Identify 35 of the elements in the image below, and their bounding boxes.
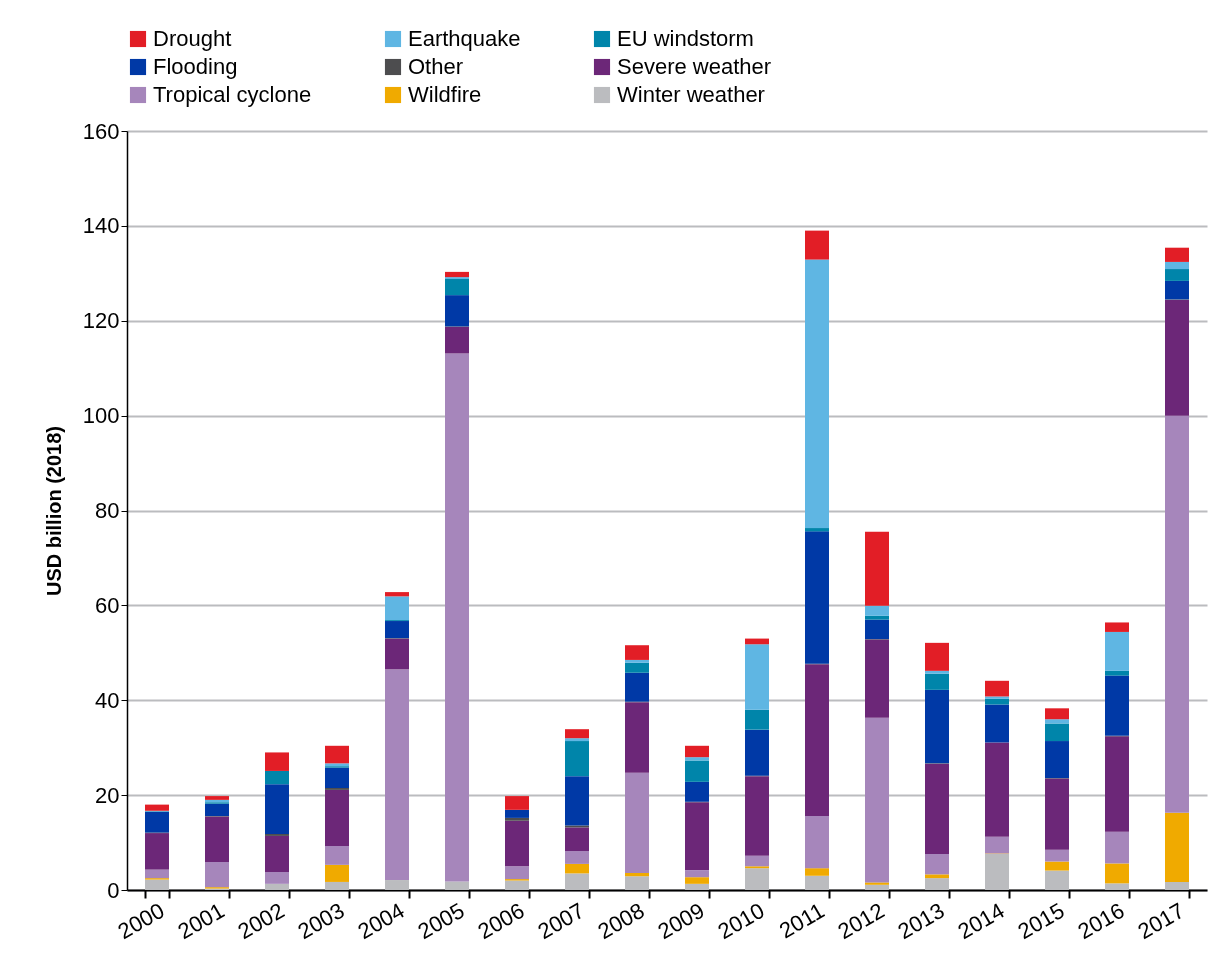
legend-label: Severe weather [617, 54, 772, 79]
x-tick-label: 2008 [593, 897, 649, 945]
legend-label: Other [408, 54, 464, 79]
x-tick-label: 2017 [1133, 897, 1189, 945]
y-tick-label: 140 [82, 213, 120, 239]
y-tick-label: 40 [95, 687, 120, 713]
legend-label: Drought [153, 26, 232, 51]
x-tick-label: 2014 [953, 897, 1009, 945]
legend-label: Wildfire [408, 82, 482, 107]
legend-label: Earthquake [408, 26, 521, 51]
legend-label: EU windstorm [617, 26, 754, 51]
legend-label: Flooding [153, 54, 238, 79]
x-tick-label: 2013 [893, 897, 949, 945]
x-tick-label: 2007 [533, 897, 589, 945]
y-axis-title: USD billion (2018) [42, 425, 65, 597]
x-tick-label: 2010 [713, 897, 769, 945]
x-tick-label: 2016 [1073, 897, 1129, 945]
x-tick-label: 2006 [473, 897, 529, 945]
y-tick-label: 60 [95, 592, 120, 618]
x-tick-label: 2012 [833, 897, 889, 945]
y-tick-label: 160 [82, 118, 120, 144]
y-tick-label: 80 [95, 498, 120, 523]
legend-label: Tropical cyclone [153, 82, 312, 107]
x-tick-label: 2002 [233, 897, 289, 945]
y-tick-label: 20 [95, 782, 120, 808]
x-tick-label: 2005 [413, 897, 469, 945]
y-tick-label: 120 [82, 308, 120, 334]
x-tick-label: 2015 [1013, 897, 1069, 945]
x-tick-label: 2011 [775, 897, 829, 944]
x-tick-label: 2001 [173, 897, 229, 945]
y-tick-label: 100 [82, 403, 120, 429]
legend-label: Winter weather [617, 82, 765, 107]
x-tick-label: 2004 [353, 897, 409, 945]
x-tick-label: 2009 [653, 897, 709, 945]
x-tick-label: 2003 [293, 897, 349, 945]
